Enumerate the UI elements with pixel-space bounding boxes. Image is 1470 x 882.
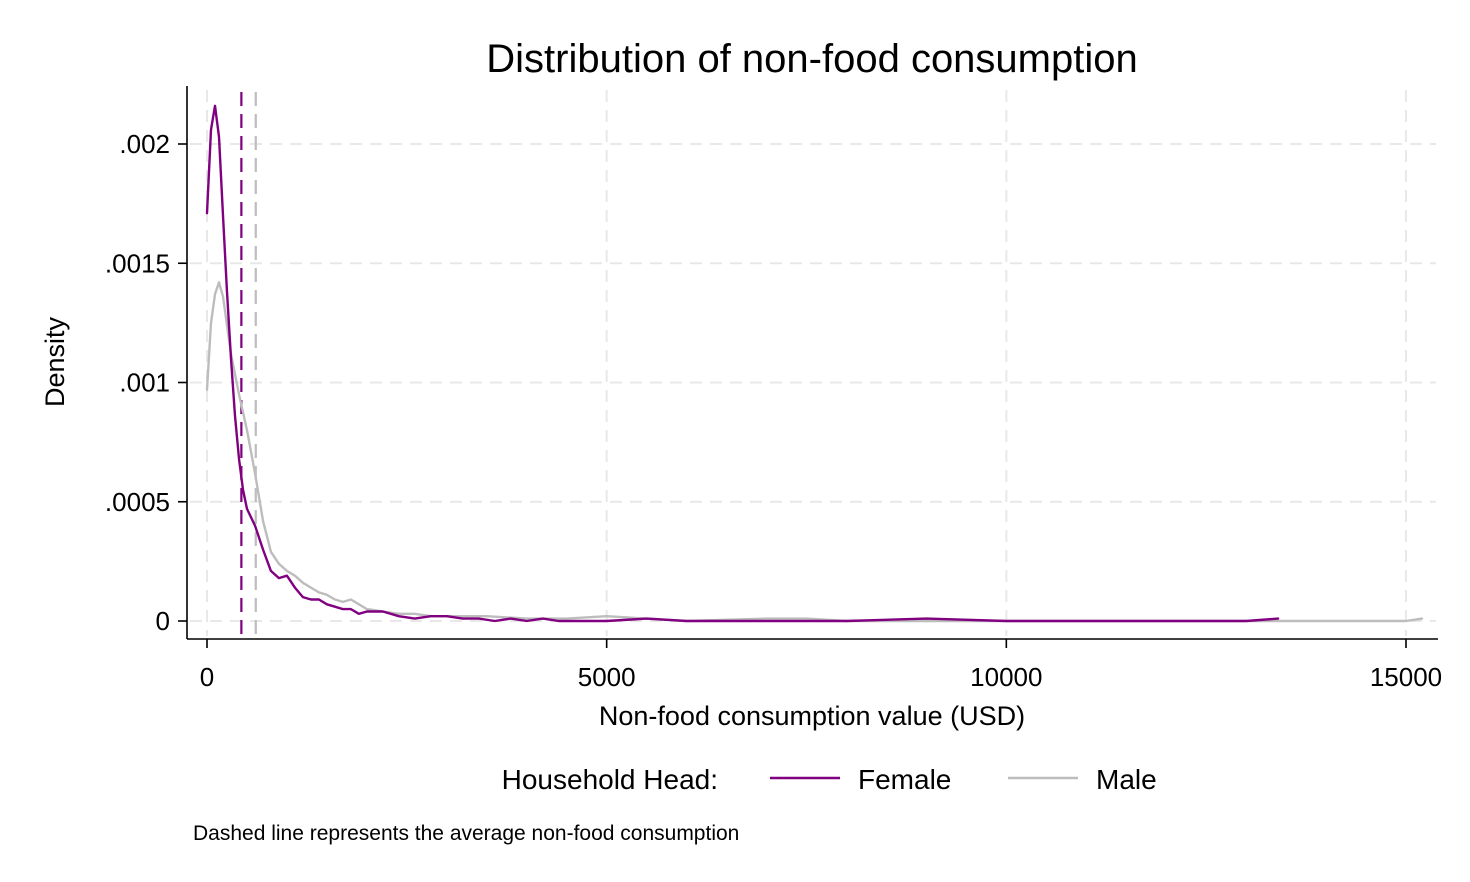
grid-lines (190, 90, 1436, 636)
y-tick-label: .0015 (105, 248, 170, 278)
legend-title: Household Head: (502, 764, 718, 795)
y-tick-label: .001 (119, 368, 170, 398)
y-tick-label: 0 (156, 606, 170, 636)
x-tick-label: 15000 (1370, 662, 1442, 692)
chart-note: Dashed line represents the average non-f… (193, 822, 739, 845)
legend: Household Head: Female Male (502, 764, 1157, 795)
x-tick-label: 10000 (970, 662, 1042, 692)
density-series (205, 104, 1424, 623)
x-tick-label: 5000 (578, 662, 636, 692)
y-tick-label: .0005 (105, 487, 170, 517)
density-line-female (205, 104, 1280, 623)
y-axis-label: Density (40, 316, 70, 407)
x-ticks: 0 5000 10000 15000 (200, 639, 1442, 692)
chart-title: Distribution of non-food consumption (486, 37, 1137, 81)
density-line-male (205, 281, 1424, 623)
y-ticks: 0 .0005 .001 .0015 .002 (105, 129, 187, 636)
x-axis-label: Non-food consumption value (USD) (599, 701, 1025, 731)
y-tick-label: .002 (119, 129, 170, 159)
legend-label-male: Male (1096, 764, 1157, 795)
x-tick-label: 0 (200, 662, 214, 692)
legend-label-female: Female (858, 764, 951, 795)
mean-lines (240, 92, 257, 638)
